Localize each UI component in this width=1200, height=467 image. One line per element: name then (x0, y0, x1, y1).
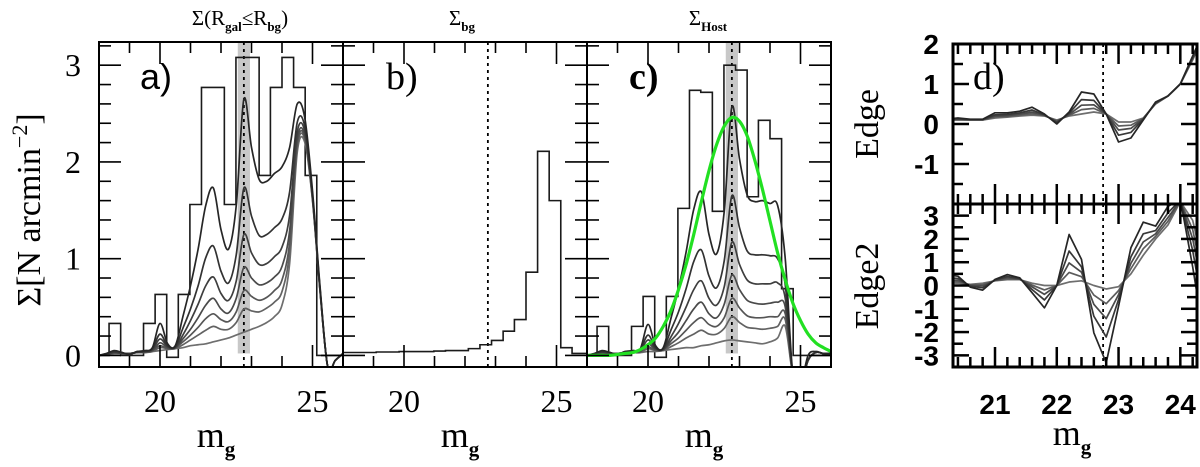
x-tick-label: 25 (297, 383, 329, 419)
title-a-sub-bg: bg (267, 19, 281, 34)
y-tick-label: -3 (914, 340, 939, 371)
x-label-c-main: m (685, 415, 713, 455)
panel-plot-area (953, 204, 1197, 367)
title-a-pre: Σ(R (192, 6, 225, 30)
y-tick-label: 0 (923, 271, 939, 302)
x-tick-label: 23 (1103, 389, 1134, 420)
title-panel-c: ΣHost (689, 6, 728, 34)
axis-ticks (586, 42, 832, 367)
density-curve-4 (99, 129, 343, 367)
y-tick-label: -2 (914, 317, 939, 348)
x-axis-label-d: mg (1053, 413, 1092, 459)
title-panel-b: Σbg (449, 6, 475, 34)
axes-frame (342, 41, 588, 368)
density-curve-2 (953, 204, 1197, 320)
title-panel-a: Σ(Rgal≤Rbg) (192, 6, 288, 34)
x-label-a-sub: g (225, 437, 236, 461)
y-axis-label-post: ] (11, 113, 48, 124)
title-b-main: Σ (449, 6, 461, 30)
x-axis-label-a: mg (197, 415, 236, 461)
x-axis-label-b: mg (441, 415, 480, 461)
panel-3: 2 1 0 -1 (914, 29, 1199, 206)
axis-ticks (342, 42, 588, 367)
x-label-c-sub: g (713, 437, 724, 461)
histogram-step-line (587, 64, 831, 359)
density-curve-3 (587, 274, 831, 367)
panel-1: 20 25 (342, 41, 588, 419)
x-label-d-main: m (1053, 413, 1081, 453)
panel-plot-area (343, 42, 587, 367)
x-label-d-sub: g (1081, 435, 1092, 459)
density-curve-0 (953, 44, 1197, 143)
x-tick-label: 25 (541, 383, 573, 419)
y-tick-label: 3 (65, 47, 81, 83)
x-label-a-main: m (197, 415, 225, 455)
density-curve-0 (953, 204, 1197, 364)
density-curve-1 (953, 204, 1197, 338)
x-tick-label: 21 (979, 389, 1010, 420)
x-tick-label: 24 (1165, 389, 1197, 420)
density-curve-0 (587, 104, 831, 367)
y-tick-label: -1 (914, 294, 939, 325)
axis-ticks (98, 42, 344, 367)
title-c-sub: Host (701, 19, 728, 34)
y-tick-label: 1 (65, 241, 81, 277)
y-tick-label: 2 (923, 29, 939, 60)
y-tick-label: 1 (923, 69, 939, 100)
x-tick-label: 20 (632, 383, 664, 419)
panel-label-c: c) (629, 56, 659, 98)
y-tick-label: 2 (65, 144, 81, 180)
x-tick-label: 22 (1041, 389, 1072, 420)
y-axis-label-edge2: Edge2 (849, 243, 886, 330)
panel-plot-area (587, 42, 831, 367)
y-axis-label-sup: −2 (7, 125, 32, 148)
x-label-b-main: m (441, 415, 469, 455)
y-tick-label: 2 (923, 224, 939, 255)
y-tick-label: -1 (914, 149, 939, 180)
title-a-post: ) (281, 6, 288, 30)
title-a-sub-gal: gal (225, 19, 242, 34)
y-axis-label-main: Σ[N arcmin (11, 148, 48, 307)
histogram-step-line (99, 56, 343, 359)
x-tick-label: 20 (388, 383, 420, 419)
axes-frame (586, 41, 832, 368)
panel-2: 20 25 (586, 41, 832, 419)
title-c-main: Σ (689, 6, 701, 30)
x-tick-label: 20 (144, 383, 176, 419)
axis-ticks (953, 42, 1197, 206)
panel-label-b: b) (386, 56, 418, 98)
x-tick-label: 25 (785, 383, 817, 419)
density-curve-5 (99, 132, 343, 367)
axis-ticks (953, 202, 1197, 369)
y-tick-label: 0 (923, 109, 939, 140)
gaussian-fit-curve (587, 115, 831, 358)
panel-0: 20 25 0 1 2 3 (65, 41, 344, 419)
y-tick-label: 1 (923, 247, 939, 278)
density-curve-2 (99, 121, 343, 367)
panel-label-d: d) (973, 56, 1005, 98)
y-axis-label-edge: Edge (849, 89, 886, 159)
density-curve-5 (587, 315, 831, 367)
title-a-mid: ≤R (242, 6, 268, 30)
panel-plot-area (99, 42, 343, 367)
density-curve-4 (587, 297, 831, 367)
y-tick-label: 0 (65, 337, 81, 373)
axes-frame (98, 41, 344, 368)
density-curve-3 (99, 126, 343, 367)
title-b-sub: bg (461, 19, 475, 34)
x-label-b-sub: g (469, 437, 480, 461)
histogram-step-line (343, 150, 587, 355)
panel-label-a: a) (140, 56, 172, 97)
panel-plot-area (953, 44, 1197, 204)
y-tick-label: 3 (923, 201, 939, 232)
density-curve-0 (99, 96, 343, 367)
density-curve-6 (99, 135, 343, 367)
x-axis-label-c: mg (685, 415, 724, 461)
y-axis-label: Σ[N arcmin−2] (7, 113, 48, 306)
